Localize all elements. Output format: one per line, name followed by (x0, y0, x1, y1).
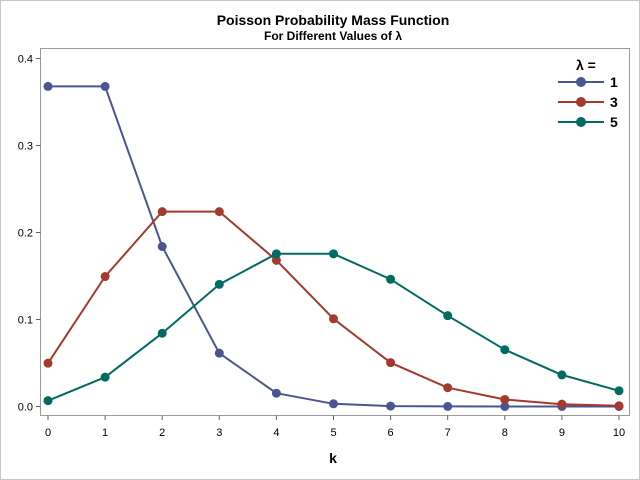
data-point (43, 396, 53, 406)
y-axis: 0.0 0.1 0.2 0.3 0.4 (18, 54, 41, 414)
data-point (443, 311, 453, 321)
x-tick-label: 3 (216, 427, 222, 439)
series-3 (43, 207, 624, 411)
data-point (329, 249, 338, 259)
data-point (386, 401, 396, 411)
x-tick-label: 4 (273, 427, 279, 439)
x-tick-label: 7 (445, 427, 451, 439)
data-point (157, 207, 167, 217)
x-tick-label: 9 (559, 427, 565, 439)
data-point (271, 388, 281, 398)
legend-swatch-marker (576, 97, 586, 107)
data-point (557, 370, 567, 380)
data-point (214, 348, 224, 358)
data-point (386, 274, 396, 284)
data-point (329, 314, 338, 324)
data-point (43, 358, 53, 368)
y-tick-label: 0.0 (18, 402, 33, 414)
x-tick-label: 1 (102, 427, 108, 439)
data-point (443, 383, 453, 393)
x-tick-label: 5 (330, 427, 336, 439)
x-tick-label: 8 (502, 427, 508, 439)
legend: λ = 1 3 5 (558, 57, 618, 130)
legend-item-5: 5 (558, 114, 618, 130)
legend-item-3: 3 (558, 94, 618, 110)
x-tick-label: 2 (159, 427, 165, 439)
data-point (386, 358, 396, 368)
data-point (500, 394, 510, 404)
legend-swatch-marker (576, 117, 586, 127)
data-point (271, 249, 281, 259)
data-point (43, 81, 53, 91)
series-5 (43, 249, 624, 406)
y-tick-label: 0.2 (18, 228, 33, 240)
legend-label: 5 (610, 114, 618, 130)
legend-item-1: 1 (558, 74, 618, 90)
legend-title: λ = (576, 57, 596, 73)
data-point (100, 272, 110, 282)
y-tick-label: 0.3 (18, 141, 33, 153)
chart-title: Poisson Probability Mass Function (217, 12, 450, 28)
data-point (443, 401, 453, 411)
data-point (500, 402, 510, 411)
x-tick-label: 0 (45, 427, 51, 439)
data-point (157, 242, 167, 252)
y-tick-label: 0.1 (18, 315, 33, 327)
x-tick-label: 10 (613, 427, 625, 439)
data-point (271, 255, 281, 265)
data-point (500, 345, 510, 355)
x-tick-label: 6 (388, 427, 394, 439)
data-point (214, 207, 224, 217)
series-layer (43, 81, 624, 411)
chart-subtitle: For Different Values of λ (264, 29, 402, 43)
data-point (614, 386, 624, 396)
y-tick-label: 0.4 (18, 54, 33, 66)
data-point (557, 399, 567, 409)
data-point (329, 399, 338, 409)
legend-label: 3 (610, 94, 618, 110)
legend-label: 1 (610, 74, 618, 90)
data-point (614, 401, 624, 411)
x-axis-label: k (329, 450, 337, 466)
legend-swatch-marker (576, 77, 586, 87)
x-axis: 0 1 2 3 4 5 6 7 8 9 10 (45, 415, 625, 439)
data-point (157, 328, 167, 338)
data-point (100, 372, 110, 382)
data-point (100, 81, 110, 91)
data-point (214, 279, 224, 289)
